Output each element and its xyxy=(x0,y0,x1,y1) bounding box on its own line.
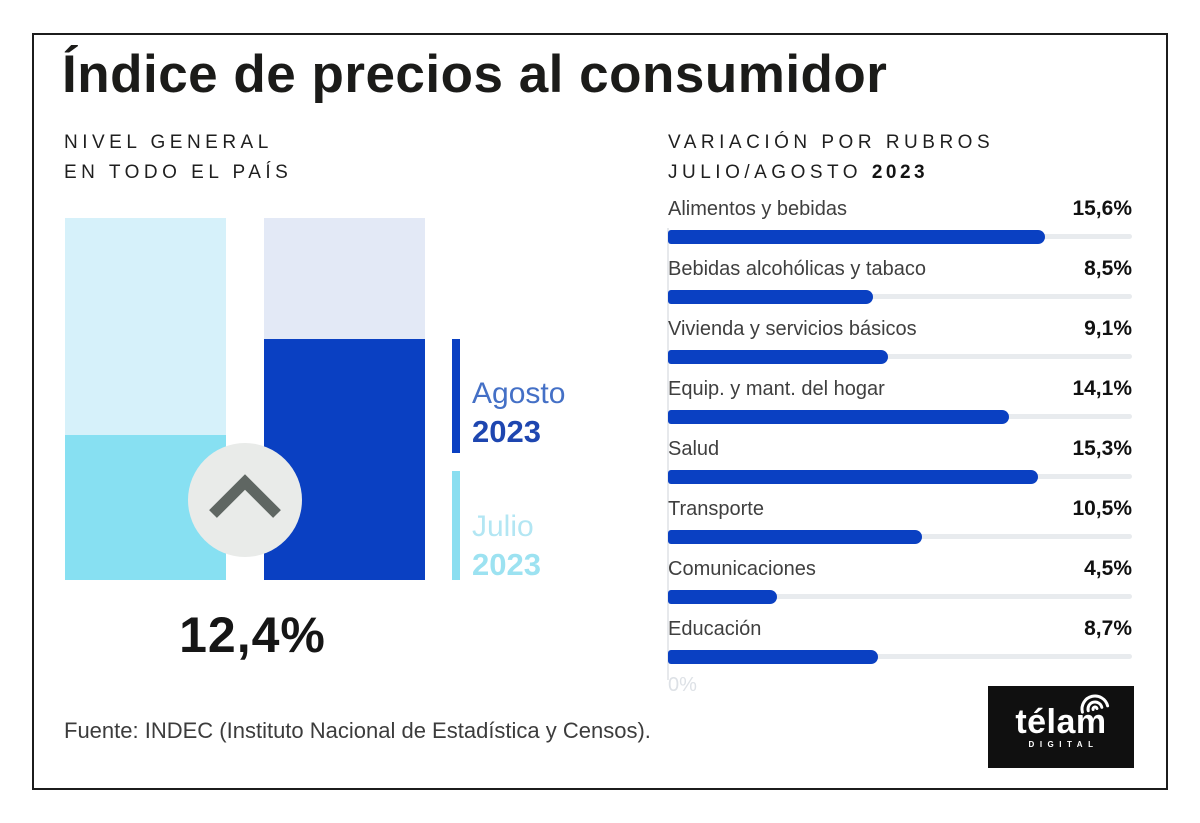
rubro-value: 8,5% xyxy=(1084,257,1132,280)
legend-julio-tick xyxy=(452,471,460,580)
border-frame xyxy=(32,33,1168,790)
right-heading-months: JULIO/AGOSTO xyxy=(668,162,863,183)
left-subtitle-line1: NIVEL GENERAL xyxy=(64,132,273,153)
rubro-bar xyxy=(668,290,874,304)
telam-logo: télam DIGITAL xyxy=(988,686,1134,768)
legend-agosto-year: 2023 xyxy=(472,414,541,449)
legend-agosto-label: Agosto xyxy=(472,377,566,410)
rubro-row: Comunicaciones 4,5% xyxy=(668,554,1132,614)
rubro-value: 14,1% xyxy=(1072,377,1132,400)
rubro-row: Salud 15,3% xyxy=(668,434,1132,494)
rubro-bar-track xyxy=(668,594,1132,599)
zero-axis-label: 0% xyxy=(668,674,697,696)
rubro-label: Educación xyxy=(668,618,762,640)
telam-digital-label: DIGITAL xyxy=(1028,740,1099,749)
rubro-bar-track xyxy=(668,294,1132,299)
rubro-label: Comunicaciones xyxy=(668,558,816,580)
right-heading-line2: JULIO/AGOSTO 2023 xyxy=(668,158,994,188)
rubro-bar-track xyxy=(668,354,1132,359)
chevron-up-icon xyxy=(209,474,281,518)
rubro-label: Equip. y mant. del hogar xyxy=(668,378,885,400)
rubro-bar xyxy=(668,410,1009,424)
rubro-row: Alimentos y bebidas 15,6% xyxy=(668,194,1132,254)
rubro-row: Bebidas alcohólicas y tabaco 8,5% xyxy=(668,254,1132,314)
rubro-bar xyxy=(668,530,922,544)
source-note: Fuente: INDEC (Instituto Nacional de Est… xyxy=(64,718,651,743)
left-subtitle-line2: EN TODO EL PAÍS xyxy=(64,162,293,183)
rubro-row: Transporte 10,5% xyxy=(668,494,1132,554)
rubro-value: 15,3% xyxy=(1072,437,1132,460)
rubro-bar xyxy=(668,590,777,604)
rubro-bar xyxy=(668,470,1038,484)
rubro-row: Equip. y mant. del hogar 14,1% xyxy=(668,374,1132,434)
nivel-general-value: 12,4% xyxy=(179,607,326,663)
bar-agosto-fill xyxy=(264,338,425,580)
rubro-bar xyxy=(668,230,1045,244)
rubro-value: 15,6% xyxy=(1072,197,1132,220)
right-heading: VARIACIÓN POR RUBROS JULIO/AGOSTO 2023 xyxy=(668,128,994,188)
rubro-label: Transporte xyxy=(668,498,764,520)
left-subtitle: NIVEL GENERAL EN TODO EL PAÍS xyxy=(64,128,292,188)
legend-julio-label: Julio xyxy=(472,510,534,543)
right-heading-line1: VARIACIÓN POR RUBROS xyxy=(668,132,995,153)
rubro-value: 8,7% xyxy=(1084,617,1132,640)
telam-wordmark: télam xyxy=(1015,694,1109,741)
rubro-value: 9,1% xyxy=(1084,317,1132,340)
rubro-label: Alimentos y bebidas xyxy=(668,198,847,220)
right-heading-year: 2023 xyxy=(871,162,929,183)
rubro-value: 4,5% xyxy=(1084,557,1132,580)
rubros-list: Alimentos y bebidas 15,6% Bebidas alcohó… xyxy=(668,194,1132,674)
zero-axis-line xyxy=(667,228,669,680)
rubro-bar xyxy=(668,350,888,364)
rubro-label: Vivienda y servicios básicos xyxy=(668,318,917,340)
rubro-value: 10,5% xyxy=(1072,497,1132,520)
legend-agosto-tick xyxy=(452,339,460,453)
rubro-label: Salud xyxy=(668,438,720,460)
increase-indicator-badge xyxy=(188,443,302,557)
bar-agosto-background xyxy=(264,218,425,580)
legend-julio-year: 2023 xyxy=(472,547,541,582)
wifi-signal-icon xyxy=(1080,694,1109,714)
rubro-label: Bebidas alcohólicas y tabaco xyxy=(668,258,926,280)
telam-wordmark-text: télam xyxy=(1015,703,1107,741)
page-title: Índice de precios al consumidor xyxy=(62,45,888,104)
rubro-bar xyxy=(668,650,879,664)
rubro-row: Vivienda y servicios básicos 9,1% xyxy=(668,314,1132,374)
rubro-bar-track xyxy=(668,654,1132,659)
rubro-row: Educación 8,7% xyxy=(668,614,1132,674)
